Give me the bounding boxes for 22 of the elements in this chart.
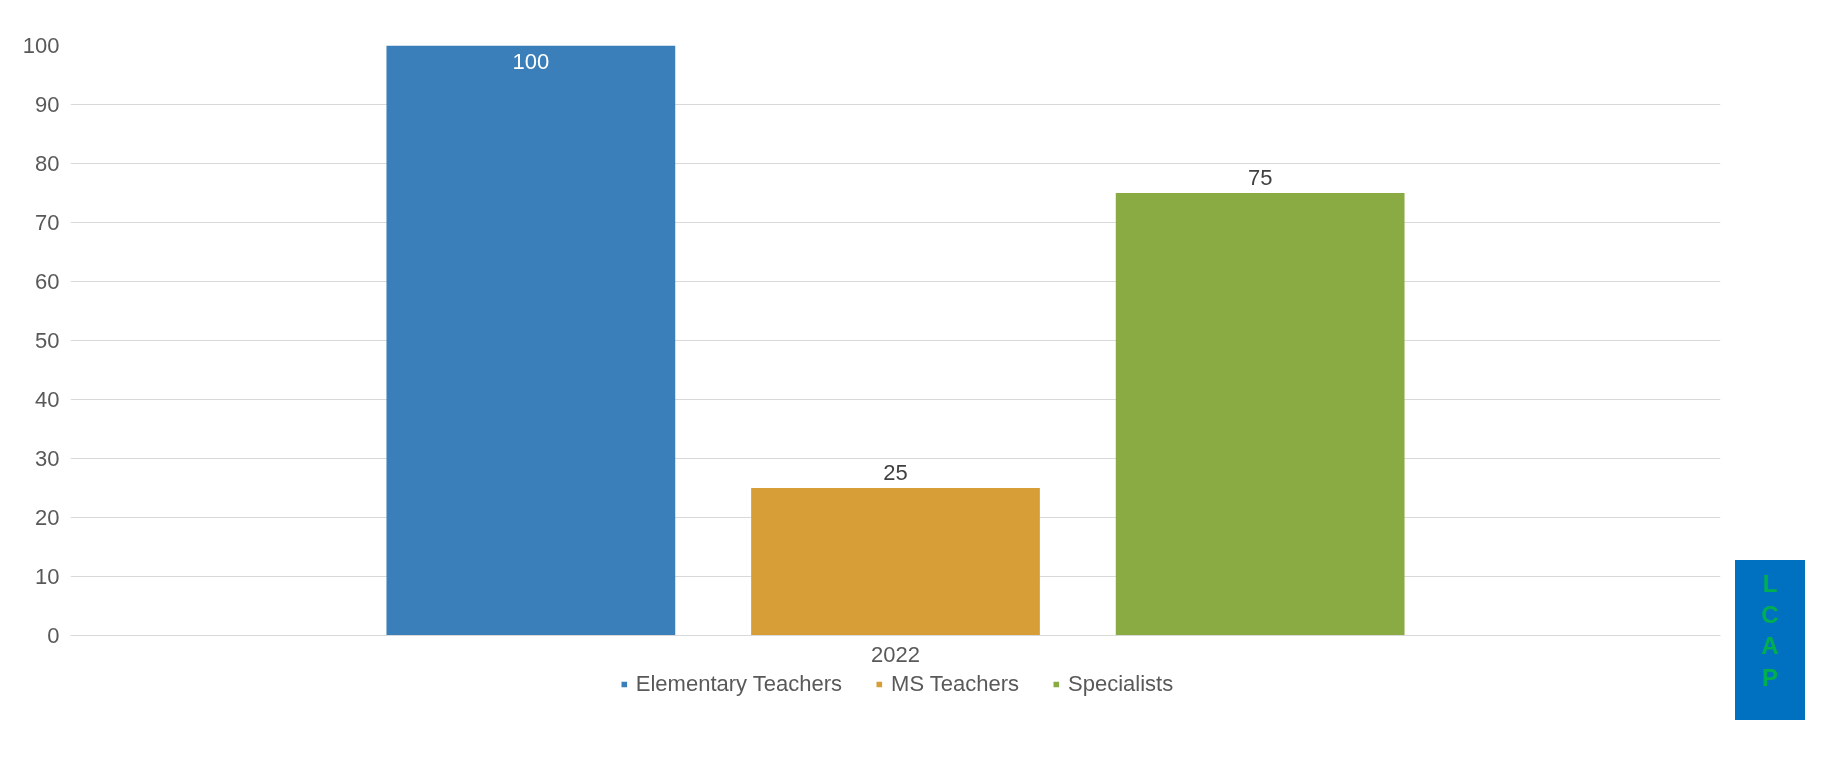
- y-tick-label: 0: [47, 623, 60, 648]
- bar: [1115, 193, 1405, 636]
- y-tick-label: 40: [35, 387, 60, 412]
- text: LCAP: [1761, 569, 1779, 693]
- y-tick-label: 20: [35, 505, 60, 530]
- y-tick-label: 10: [35, 564, 60, 589]
- legend-label: Specialists: [1068, 671, 1174, 697]
- y-tick-label: 60: [35, 269, 60, 294]
- y-tick-label: 30: [35, 446, 60, 471]
- data-label: 25: [883, 460, 908, 485]
- y-tick-label: 50: [35, 328, 60, 353]
- bar: [751, 488, 1040, 636]
- y-tick-label: 70: [35, 210, 60, 235]
- legend-label: Elementary Teachers: [635, 671, 843, 697]
- x-tick-label: 2022: [871, 641, 920, 667]
- y-tick-label: 80: [35, 151, 60, 176]
- y-tick-label: 100: [22, 33, 60, 58]
- data-label: 75: [1247, 165, 1273, 190]
- bar: [386, 45, 676, 636]
- y-tick-label: 90: [35, 92, 60, 117]
- legend-label: MS Teachers: [891, 671, 1020, 697]
- data-label: 100: [512, 48, 550, 74]
